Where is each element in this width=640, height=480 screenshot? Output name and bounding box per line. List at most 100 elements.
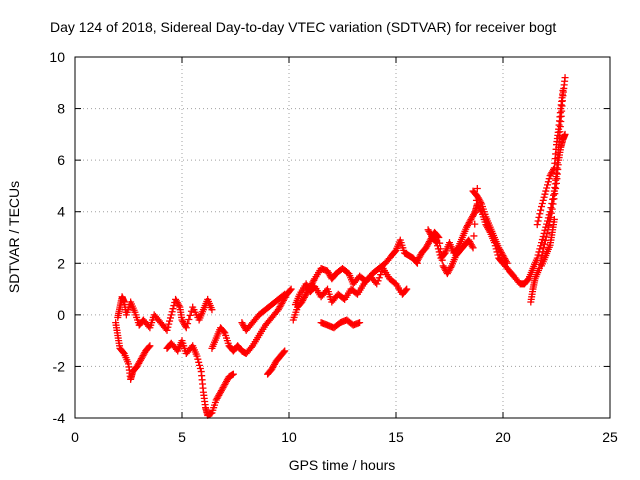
y-axis-label: SDTVAR / TECUs xyxy=(6,181,22,293)
data-point xyxy=(185,315,193,323)
data-point xyxy=(538,236,546,244)
data-point xyxy=(195,358,203,366)
data-point xyxy=(541,190,549,198)
data-point xyxy=(470,232,478,240)
data-points xyxy=(112,74,569,419)
data-point xyxy=(169,305,177,313)
data-point xyxy=(220,328,228,336)
data-point xyxy=(547,213,555,221)
data-point xyxy=(535,213,543,221)
data-point xyxy=(542,187,550,195)
x-tick-label: 25 xyxy=(602,429,618,445)
data-point xyxy=(534,217,542,225)
y-tick-label: 10 xyxy=(49,49,65,65)
data-point xyxy=(196,361,204,369)
data-point xyxy=(547,209,555,217)
data-point xyxy=(196,364,204,372)
data-point xyxy=(374,277,382,285)
data-point xyxy=(281,347,289,355)
data-point xyxy=(552,185,560,193)
y-tick-label: 8 xyxy=(57,101,65,117)
data-point xyxy=(436,239,444,247)
data-point xyxy=(310,276,318,284)
data-point xyxy=(548,205,556,213)
data-point xyxy=(403,285,411,293)
data-point xyxy=(175,302,183,310)
data-point xyxy=(561,130,569,138)
data-point xyxy=(545,222,553,230)
data-point xyxy=(186,311,194,319)
data-point xyxy=(163,326,171,334)
data-point xyxy=(536,210,544,218)
y-tick-label: -4 xyxy=(53,410,66,426)
data-point xyxy=(193,352,201,360)
data-point xyxy=(373,280,381,288)
data-point xyxy=(184,320,192,328)
data-point xyxy=(551,190,559,198)
data-point xyxy=(437,245,445,253)
data-point xyxy=(537,206,545,214)
data-point xyxy=(502,258,510,266)
x-tick-label: 20 xyxy=(495,429,511,445)
data-point xyxy=(561,74,569,82)
x-tick-label: 10 xyxy=(281,429,297,445)
x-tick-label: 0 xyxy=(71,429,79,445)
data-point xyxy=(533,254,541,262)
data-point xyxy=(534,251,542,259)
data-point xyxy=(468,242,476,250)
data-point xyxy=(168,308,176,316)
data-point xyxy=(165,320,173,328)
data-point xyxy=(229,370,237,378)
data-point xyxy=(432,238,440,246)
data-point xyxy=(435,234,443,241)
plot-frame xyxy=(74,56,611,419)
data-point xyxy=(182,324,190,332)
data-point xyxy=(437,251,445,259)
data-point xyxy=(550,165,558,173)
data-point xyxy=(471,220,479,228)
data-point xyxy=(247,343,255,351)
gridlines xyxy=(75,57,610,418)
data-point xyxy=(356,319,364,327)
data-point xyxy=(146,342,154,350)
x-tick-label: 5 xyxy=(178,429,186,445)
chart-title: Day 124 of 2018, Sidereal Day-to-day VTE… xyxy=(50,19,556,35)
data-point xyxy=(559,87,567,95)
data-point xyxy=(549,200,557,208)
data-point xyxy=(377,271,385,279)
data-point xyxy=(541,240,549,248)
data-point xyxy=(167,311,175,319)
data-point xyxy=(438,256,446,264)
data-point xyxy=(533,221,541,229)
data-point xyxy=(469,244,477,252)
data-point xyxy=(473,185,481,193)
y-tick-label: 0 xyxy=(57,307,65,323)
data-point xyxy=(286,286,294,294)
data-point xyxy=(550,215,558,223)
x-tick-label: 15 xyxy=(388,429,404,445)
data-point xyxy=(164,323,172,331)
data-point xyxy=(536,245,544,253)
data-point xyxy=(503,259,511,267)
data-point xyxy=(539,196,547,204)
data-point xyxy=(447,263,455,271)
data-point xyxy=(287,285,295,293)
data-point xyxy=(477,198,485,206)
data-point xyxy=(540,193,548,201)
data-point xyxy=(166,317,174,325)
data-point xyxy=(281,290,289,298)
data-point xyxy=(544,178,552,186)
data-point xyxy=(472,208,480,216)
data-point xyxy=(538,239,546,247)
data-point xyxy=(538,203,546,211)
data-point xyxy=(544,181,552,189)
data-point xyxy=(545,175,553,183)
data-point xyxy=(543,229,551,237)
data-point xyxy=(279,291,287,299)
data-point xyxy=(538,199,546,207)
data-point xyxy=(166,314,174,322)
data-point xyxy=(194,355,202,363)
data-point xyxy=(434,232,442,240)
axis-ticks xyxy=(74,56,611,419)
